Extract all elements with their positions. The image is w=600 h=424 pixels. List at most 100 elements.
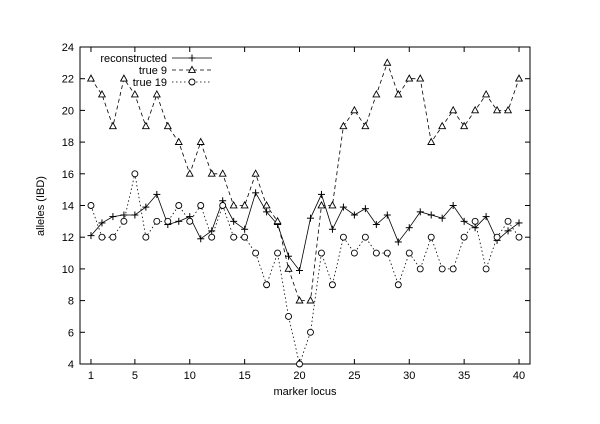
data-point	[296, 266, 304, 274]
data-point	[130, 90, 139, 98]
data-point	[515, 219, 523, 227]
data-point	[131, 211, 139, 219]
y-tick-label: 4	[68, 359, 74, 371]
data-point	[503, 105, 513, 114]
y-tick-label: 14	[62, 201, 74, 213]
data-point	[186, 217, 194, 225]
data-point	[438, 265, 446, 273]
data-point	[306, 214, 314, 222]
data-point	[438, 121, 447, 130]
data-point	[493, 233, 501, 241]
data-point	[284, 264, 293, 272]
data-point	[438, 214, 446, 222]
data-point	[515, 233, 523, 241]
data-point	[482, 90, 491, 98]
x-tick-label: 25	[348, 370, 360, 382]
data-point	[219, 202, 227, 209]
x-tick-label: 10	[184, 370, 196, 382]
data-point	[97, 90, 107, 98]
data-point	[263, 208, 271, 216]
data-point	[240, 200, 249, 209]
data-point	[405, 224, 413, 232]
data-point	[339, 203, 347, 211]
data-point	[230, 217, 238, 225]
data-point	[153, 217, 161, 225]
data-point	[306, 296, 315, 304]
data-point	[285, 313, 292, 320]
series-line	[90, 191, 520, 272]
legend-label: true 19	[133, 77, 167, 89]
data-point	[350, 211, 358, 219]
data-point	[307, 328, 314, 336]
data-point	[504, 227, 512, 235]
data-point	[361, 205, 369, 213]
data-point	[98, 219, 106, 227]
data-point	[230, 233, 238, 241]
data-point	[318, 249, 325, 257]
y-tick-label: 6	[68, 327, 74, 339]
data-point	[394, 281, 402, 289]
data-point	[394, 238, 402, 246]
y-tick-label: 16	[62, 169, 74, 181]
data-point	[87, 232, 95, 240]
data-point	[427, 211, 435, 219]
series-true-9	[86, 58, 524, 304]
data-point	[141, 121, 150, 130]
series-layer	[86, 58, 524, 368]
data-point	[471, 217, 479, 225]
data-point	[328, 200, 337, 209]
data-point	[383, 211, 391, 219]
data-point	[262, 200, 271, 209]
data-point	[471, 105, 480, 114]
series-line	[90, 173, 520, 366]
data-point	[109, 213, 117, 221]
data-point	[449, 265, 457, 273]
data-point	[394, 90, 403, 98]
data-point	[142, 233, 150, 241]
data-point	[273, 216, 282, 225]
data-point	[120, 211, 128, 219]
data-point	[296, 360, 303, 368]
data-point	[339, 233, 347, 241]
y-tick-label: 24	[62, 42, 74, 54]
data-point	[295, 296, 304, 304]
data-point	[152, 90, 161, 98]
data-point	[427, 233, 435, 241]
data-point	[241, 225, 249, 233]
data-point	[175, 217, 183, 225]
data-point	[119, 74, 128, 82]
legend-marker	[188, 54, 196, 62]
data-point	[317, 190, 325, 198]
data-point	[361, 121, 370, 130]
data-point	[350, 105, 359, 114]
data-point	[416, 265, 424, 273]
data-point	[164, 217, 172, 225]
data-point	[482, 265, 490, 273]
data-point	[383, 249, 391, 257]
data-point	[229, 200, 238, 209]
data-point	[285, 252, 293, 260]
data-point	[328, 281, 336, 289]
data-point	[460, 233, 468, 241]
legend-label: reconstructed	[100, 53, 167, 65]
data-point	[383, 58, 392, 66]
data-point	[131, 170, 139, 178]
data-point	[185, 169, 194, 177]
y-tick-label: 18	[62, 137, 74, 149]
data-point	[142, 203, 150, 211]
x-tick-label: 1	[88, 370, 94, 382]
data-point	[87, 202, 95, 209]
data-point	[207, 169, 216, 177]
data-point	[504, 217, 512, 225]
data-point	[460, 121, 469, 130]
data-point	[197, 202, 205, 209]
y-tick-label: 10	[62, 264, 74, 276]
data-point	[416, 208, 424, 216]
data-point	[471, 224, 479, 232]
series-true-19	[87, 170, 523, 368]
x-tick-label: 15	[239, 370, 251, 382]
x-tick-label: 35	[458, 370, 470, 382]
y-tick-label: 12	[62, 232, 74, 244]
